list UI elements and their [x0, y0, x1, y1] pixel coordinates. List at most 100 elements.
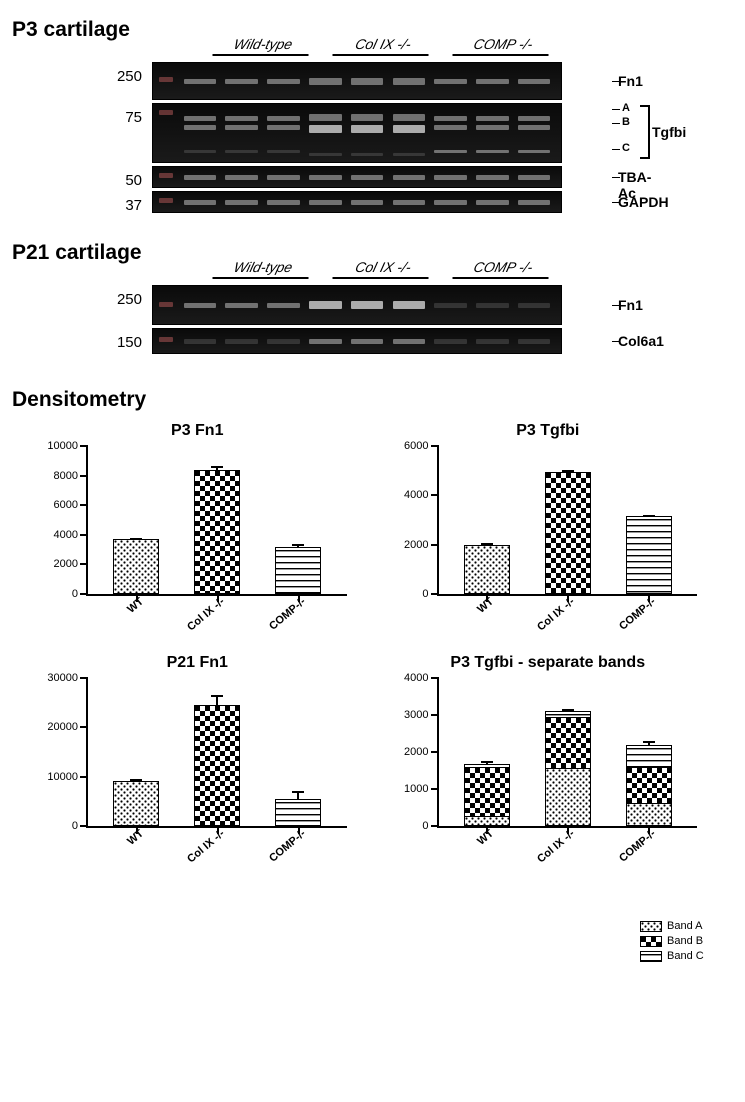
p21-genotype-labels: Wild-type Col IX -/- COMP -/-	[202, 259, 562, 285]
gel-lane	[430, 192, 472, 212]
legend-swatch	[640, 921, 662, 932]
y-tick-label: 30000	[47, 672, 78, 684]
chart-p3-fn1: P3 Fn1 0200040006000800010000WTCol IX -/…	[42, 422, 353, 596]
mw-label: 150	[117, 334, 142, 351]
y-tick-label: 0	[72, 588, 78, 600]
gel-image	[152, 328, 562, 354]
gel-lane	[221, 286, 263, 324]
x-tick-label: COMP-/-	[267, 596, 308, 633]
gel-lane	[346, 104, 388, 162]
gel-lane	[513, 329, 555, 353]
gel-image	[152, 166, 562, 188]
gel-lane	[304, 286, 346, 324]
x-tick-label: COMP-/-	[267, 828, 308, 865]
genotype-label: COMP -/-	[439, 36, 565, 62]
blot-row: 50TBA-Ac	[152, 166, 612, 188]
gel-lane	[304, 104, 346, 162]
gel-lane	[346, 329, 388, 353]
x-tick-label: WT	[125, 828, 146, 848]
y-tick-label: 0	[422, 588, 428, 600]
y-tick-label: 10000	[47, 440, 78, 452]
y-tick-label: 2000	[54, 558, 78, 570]
bar-segment-c	[627, 745, 671, 767]
bar	[113, 781, 159, 826]
gel-lane	[179, 104, 221, 162]
gel-lane	[304, 192, 346, 212]
gel-lane	[471, 329, 513, 353]
gel-lane	[471, 167, 513, 187]
gel-image	[152, 285, 562, 325]
genotype-label: Wild-type	[199, 259, 325, 285]
gel-lane	[430, 329, 472, 353]
gel-lane	[346, 286, 388, 324]
gel-lane	[471, 286, 513, 324]
chart-p3-tgfbi-sep: P3 Tgfbi - separate bands 01000200030004…	[393, 654, 704, 828]
y-tick-label: 2000	[404, 746, 428, 758]
bar-segment-b	[546, 717, 590, 768]
p21-blot-panel: Wild-type Col IX -/- COMP -/- 250Fn1150C…	[152, 259, 612, 354]
x-tick-label: WT	[125, 596, 146, 616]
gel-lane	[430, 104, 472, 162]
gel-lane	[513, 104, 555, 162]
tgfbi-band-label: C	[622, 142, 630, 154]
gel-lane	[221, 192, 263, 212]
gel-image	[152, 62, 562, 100]
blot-row: 250Fn1	[152, 285, 612, 325]
chart-title: P3 Fn1	[42, 422, 353, 440]
bar	[275, 799, 321, 826]
legend-label: Band C	[667, 950, 704, 962]
gel-lane	[263, 167, 305, 187]
y-tick-label: 2000	[404, 539, 428, 551]
legend-swatch	[640, 951, 662, 962]
tgfbi-bracket-label: Tgfbi	[652, 124, 686, 140]
gel-lane	[263, 329, 305, 353]
bar	[464, 545, 510, 594]
bar-segment-a	[546, 768, 590, 825]
gel-lane	[513, 167, 555, 187]
gel-lane	[388, 104, 430, 162]
gel-lane	[221, 104, 263, 162]
p3-blot-panel: Wild-type Col IX -/- COMP -/- 250Fn175AB…	[152, 36, 612, 213]
bar-segment-a	[465, 816, 509, 825]
gel-lane	[221, 167, 263, 187]
tgfbi-band-label: A	[622, 102, 630, 114]
chart-p3-tgfbi: P3 Tgfbi 0200040006000WTCol IX -/-COMP-/…	[393, 422, 704, 596]
genotype-label: Col IX -/-	[319, 36, 445, 62]
gel-lane	[388, 167, 430, 187]
legend-label: Band B	[667, 935, 703, 947]
legend-item: Band B	[640, 935, 704, 947]
y-tick-label: 0	[422, 820, 428, 832]
bar	[113, 539, 159, 594]
y-tick-label: 4000	[404, 672, 428, 684]
y-tick-label: 4000	[54, 529, 78, 541]
gel-lane	[179, 286, 221, 324]
tgfbi-band-label: B	[622, 116, 630, 128]
chart-title: P21 Fn1	[42, 654, 353, 672]
gel-lane	[179, 329, 221, 353]
blot-row: 75ABCTgfbi	[152, 103, 612, 163]
x-tick-label: WT	[475, 596, 496, 616]
gel-lane	[513, 192, 555, 212]
legend-label: Band A	[667, 920, 702, 932]
gel-image	[152, 191, 562, 213]
gel-lane	[430, 167, 472, 187]
mw-label: 75	[125, 109, 142, 126]
x-tick-label: Col IX -/-	[185, 596, 227, 634]
x-tick-label: WT	[475, 828, 496, 848]
chart-title: P3 Tgfbi - separate bands	[393, 654, 704, 672]
mw-label: 250	[117, 68, 142, 85]
p3-genotype-labels: Wild-type Col IX -/- COMP -/-	[202, 36, 562, 62]
x-tick-label: COMP-/-	[617, 596, 658, 633]
y-tick-label: 3000	[404, 709, 428, 721]
bar	[275, 547, 321, 594]
chart-title: P3 Tgfbi	[393, 422, 704, 440]
bar	[545, 711, 591, 826]
x-tick-label: Col IX -/-	[535, 828, 577, 866]
y-tick-label: 8000	[54, 470, 78, 482]
bar	[626, 745, 672, 826]
gel-lane	[263, 104, 305, 162]
gel-lane	[304, 63, 346, 99]
target-label: Fn1	[618, 297, 643, 313]
gel-lane	[471, 63, 513, 99]
bar	[194, 705, 240, 826]
